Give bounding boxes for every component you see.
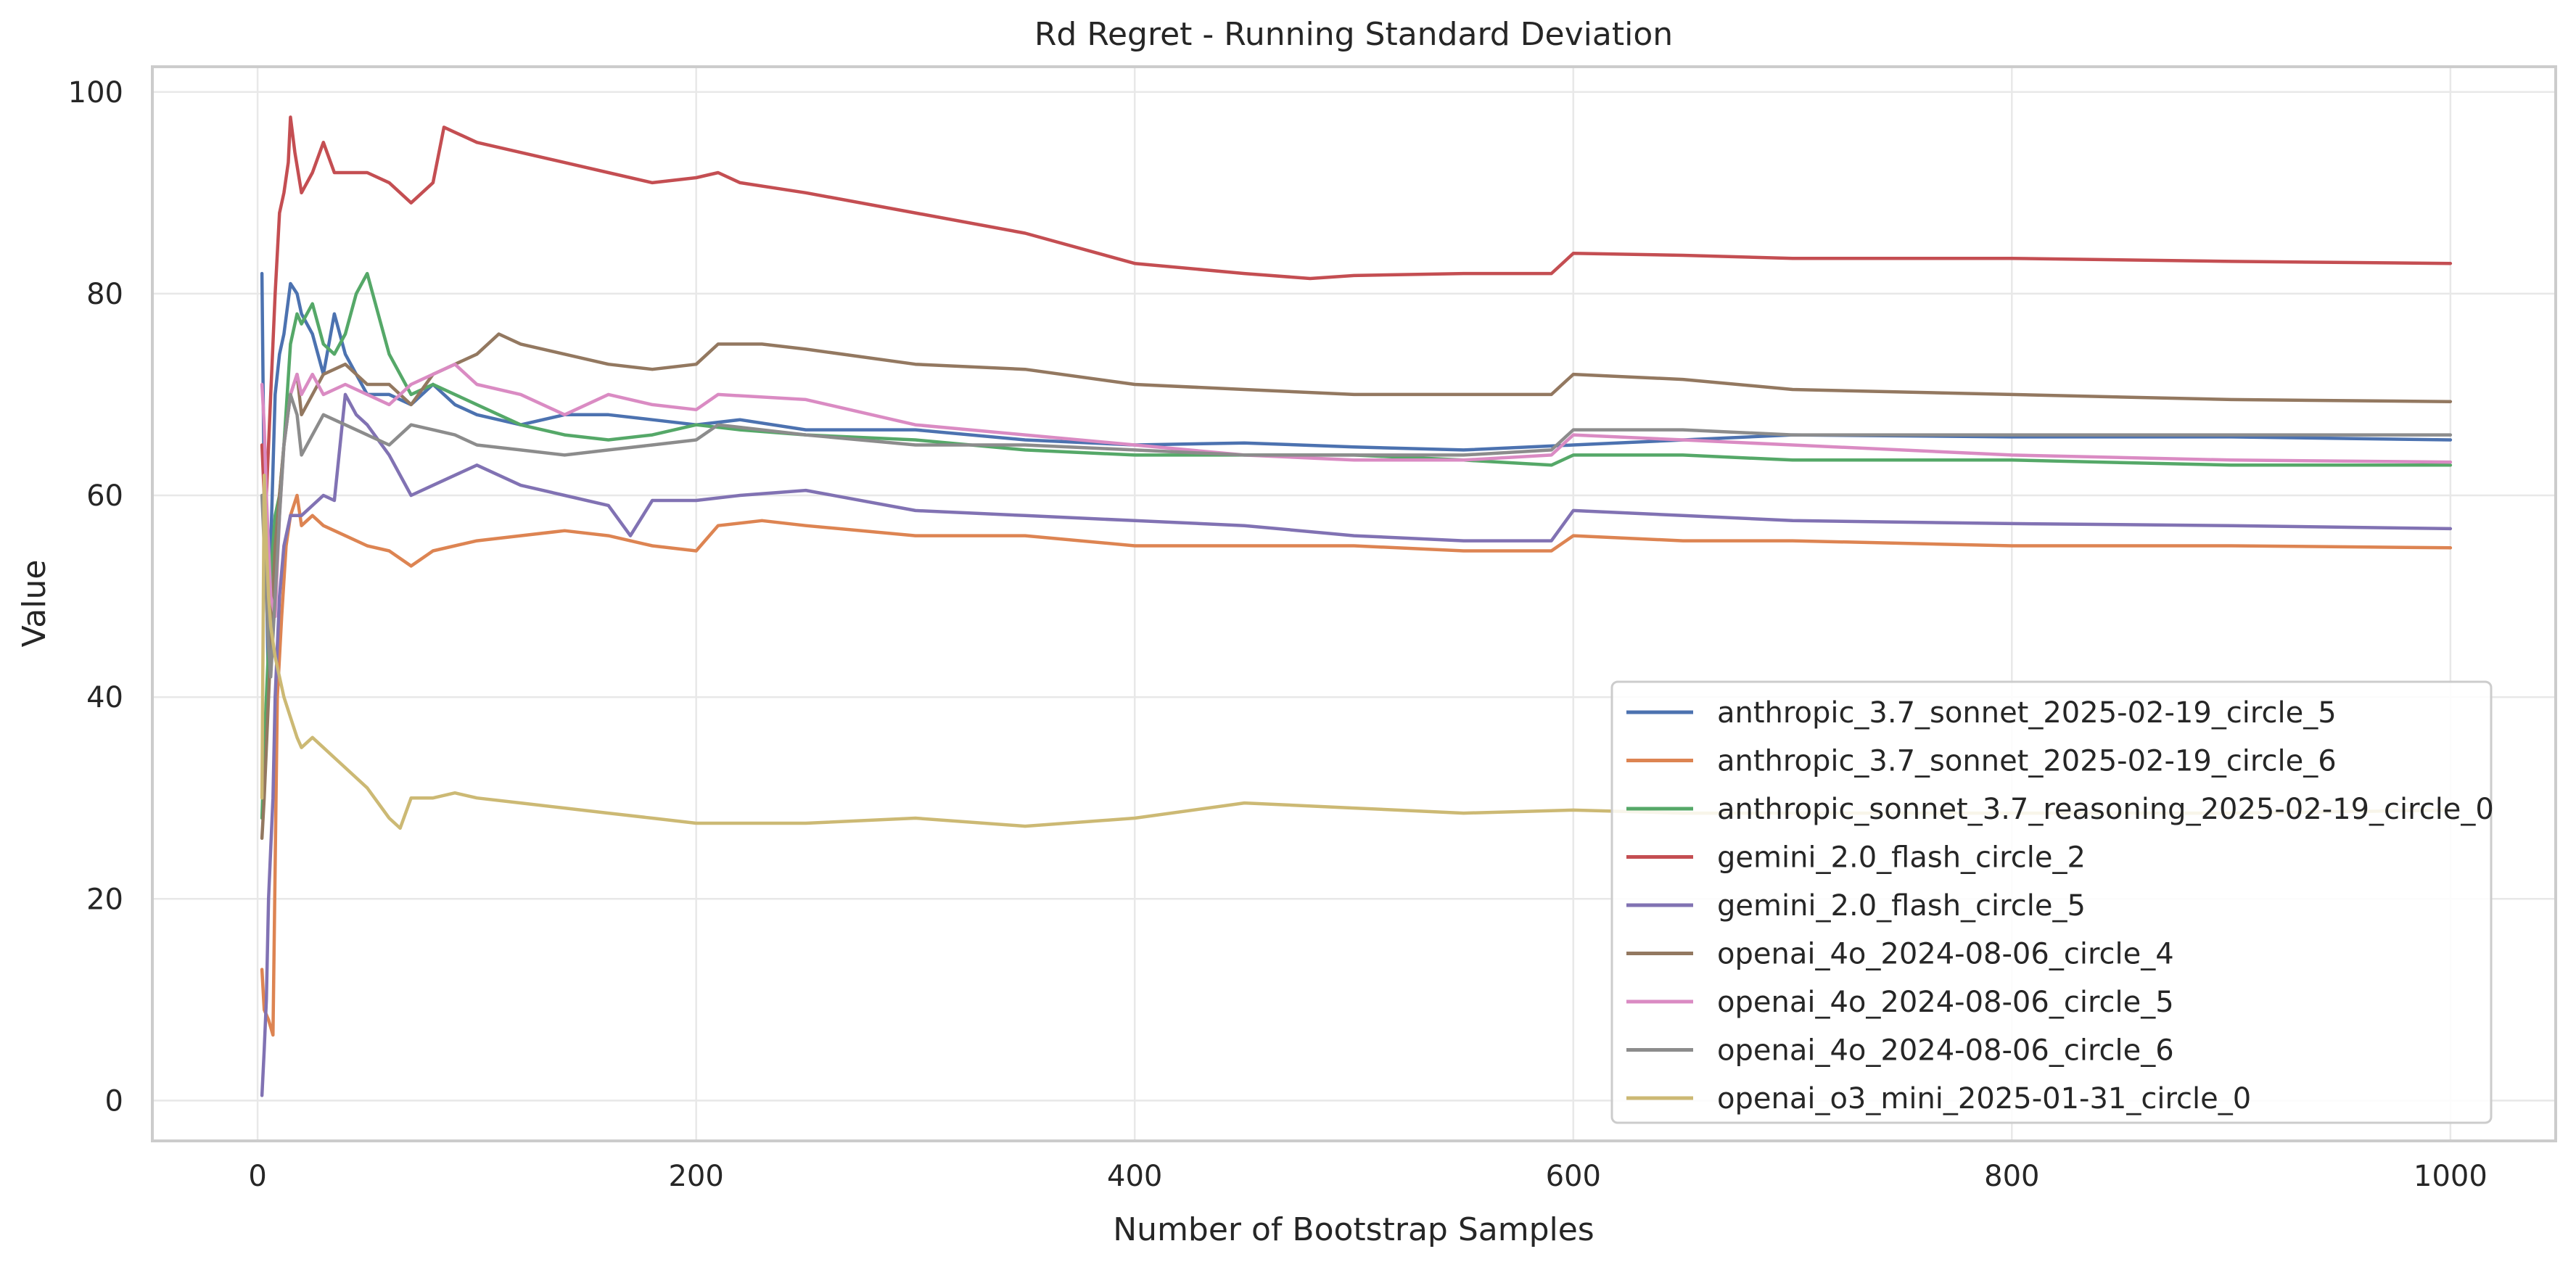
- legend-box: [1610, 680, 2493, 1124]
- legend-label: gemini_2.0_flash_circle_2: [1717, 841, 2086, 875]
- x-tick-label: 0: [248, 1160, 266, 1193]
- legend-label: anthropic_3.7_sonnet_2025-02-19_circle_5: [1717, 696, 2337, 730]
- series-line-6: [260, 362, 2453, 619]
- y-tick-label: 100: [68, 76, 123, 110]
- y-tick-label: 20: [86, 883, 123, 916]
- x-tick-label: 200: [668, 1160, 723, 1193]
- x-axis-label: Number of Bootstrap Samples: [1113, 1211, 1594, 1248]
- axis-ticks: 0 200 400 600 800 1000 0 20 40 60 80 100: [68, 76, 2487, 1193]
- legend-label: openai_4o_2024-08-06_circle_6: [1717, 1034, 2174, 1068]
- chart-title: Rd Regret - Running Standard Deviation: [1034, 16, 1673, 53]
- series-line-7: [260, 392, 2453, 679]
- legend-label: anthropic_sonnet_3.7_reasoning_2025-02-1…: [1717, 793, 2494, 826]
- legend-label: openai_4o_2024-08-06_circle_5: [1717, 986, 2174, 1019]
- series-line-4: [260, 392, 2453, 1097]
- y-tick-label: 0: [105, 1084, 123, 1118]
- legend-label: anthropic_3.7_sonnet_2025-02-19_circle_6: [1717, 745, 2337, 778]
- legend-label: gemini_2.0_flash_circle_5: [1717, 889, 2086, 923]
- y-tick-label: 60: [86, 479, 123, 513]
- series-line-0: [260, 271, 2453, 699]
- legend: anthropic_3.7_sonnet_2025-02-19_circle_5…: [1610, 680, 2494, 1124]
- y-axis-label: Value: [16, 560, 53, 648]
- plot-area: [260, 115, 2453, 1097]
- x-tick-label: 400: [1107, 1160, 1162, 1193]
- series-line-8: [260, 473, 2453, 830]
- y-tick-label: 40: [86, 681, 123, 714]
- plot-frame: [151, 65, 2557, 1142]
- x-tick-label: 800: [1984, 1160, 2039, 1193]
- x-tick-label: 1000: [2414, 1160, 2487, 1193]
- x-tick-label: 600: [1546, 1160, 1601, 1193]
- series-line-3: [260, 115, 2453, 498]
- legend-label: openai_4o_2024-08-06_circle_4: [1717, 938, 2174, 971]
- legend-label: openai_o3_mini_2025-01-31_circle_0: [1717, 1082, 2251, 1116]
- y-tick-label: 80: [86, 278, 123, 311]
